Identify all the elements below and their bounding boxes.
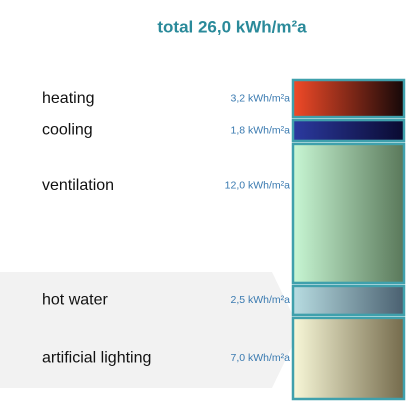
value-label: 12,0 kWh/m²a [225, 180, 291, 192]
category-label: hot water [42, 292, 108, 309]
category-label: ventilation [42, 177, 114, 194]
segment [291, 78, 406, 119]
category-label: artificial lighting [42, 350, 151, 367]
value-label: 3,2 kWh/m²a [230, 92, 290, 104]
segment [291, 118, 406, 143]
segment [291, 142, 406, 285]
segment [291, 284, 406, 317]
background-band [0, 272, 300, 388]
value-label: 2,5 kWh/m²a [230, 294, 290, 306]
segment [291, 316, 406, 401]
chart-title: total 26,0 kWh/m²a [157, 17, 307, 36]
value-label: 1,8 kWh/m²a [230, 124, 290, 136]
value-label: 7,0 kWh/m²a [230, 352, 290, 364]
category-label: cooling [42, 122, 93, 139]
category-label: heating [42, 90, 95, 107]
